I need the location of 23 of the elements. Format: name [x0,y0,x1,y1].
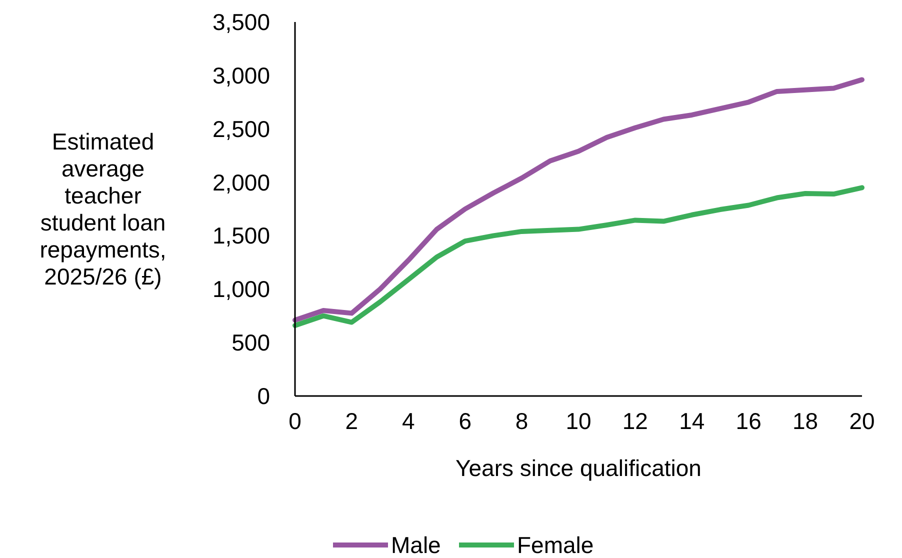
x-tick-label: 16 [736,408,762,434]
y-tick-label: 3,500 [212,9,270,35]
x-tick-label: 2 [345,408,358,434]
x-tick-label: 10 [566,408,592,434]
legend-label: Female [517,532,594,558]
x-axis-title: Years since qualification [456,455,702,481]
y-tick-label: 2,000 [212,169,270,196]
x-tick-label: 20 [849,408,875,434]
y-tick-label: 1,500 [212,222,270,249]
y-tick-label: 3,000 [212,62,270,88]
y-tick-label: 1,000 [212,276,270,302]
y-tick-label: 0 [257,383,270,409]
y-tick-label: 500 [232,330,270,356]
x-tick-label: 18 [792,408,818,434]
x-tick-label: 8 [515,408,528,434]
x-tick-label: 14 [679,408,705,434]
legend-label: Male [391,532,441,558]
x-tick-label: 4 [402,408,415,434]
y-axis-title: Estimated average teacher student loan repayments, 2025/26 (£) [40,128,166,290]
y-tick-label: 2,500 [212,116,270,142]
x-tick-label: 6 [458,408,472,434]
x-tick-label: 12 [622,408,648,434]
x-tick-label: 0 [288,408,302,434]
